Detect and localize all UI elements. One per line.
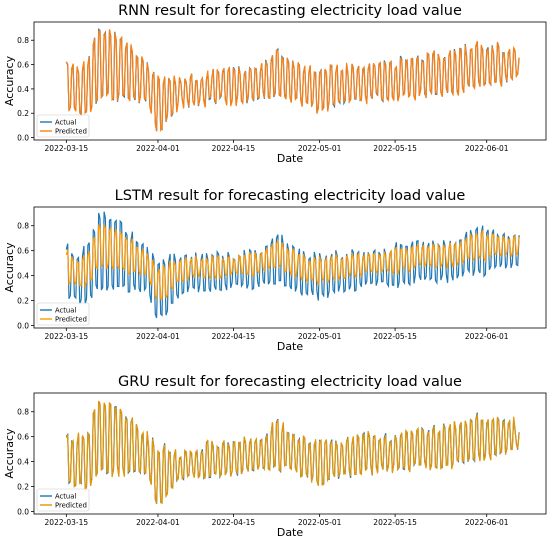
x-tick-label: 2022-04-15 [212,518,256,527]
plot-frame [33,21,547,141]
x-axis-label: Date [277,152,304,165]
y-tick-label: 0.6 [17,61,29,70]
chart-title: LSTM result for forecasting electricity … [115,188,466,204]
legend-label: Predicted [55,128,87,136]
x-tick-label: 2022-03-15 [45,518,89,527]
legend-label: Actual [55,119,76,127]
x-tick-label: 2022-03-15 [45,332,89,341]
legend-label: Predicted [55,502,87,510]
legend-label: Actual [55,493,76,501]
y-tick-label: 0.2 [17,109,29,118]
y-tick-label: 0.8 [17,408,29,417]
y-axis-label: Accuracy [3,428,16,479]
chart-panel-0: RNN result for forecasting electricity l… [3,3,547,165]
y-tick-label: 0.8 [17,222,29,231]
series-line-actual [65,211,520,319]
x-tick-label: 2022-04-15 [212,144,256,153]
legend-label: Predicted [55,316,87,324]
series-line-predicted [65,400,520,504]
y-tick-label: 0.0 [17,322,29,331]
chart-panel-2: GRU result for forecasting electricity l… [3,374,547,539]
x-tick-label: 2022-04-01 [136,332,180,341]
y-tick-label: 0.6 [17,247,29,256]
y-axis-label: Accuracy [3,242,16,293]
series-line-predicted [65,29,520,133]
y-tick-label: 0.4 [17,272,29,281]
legend-label: Actual [55,307,76,315]
y-tick-label: 0.8 [17,36,29,45]
x-tick-label: 2022-05-01 [298,144,342,153]
y-tick-label: 0.2 [17,297,29,306]
x-tick-label: 2022-05-15 [373,518,417,527]
y-tick-label: 0.6 [17,433,29,442]
x-tick-label: 2022-06-01 [465,144,509,153]
chart-title: GRU result for forecasting electricity l… [118,374,462,390]
x-tick-label: 2022-05-01 [298,332,342,341]
x-axis-label: Date [277,526,304,539]
y-tick-label: 0.4 [17,458,29,467]
y-tick-label: 0.4 [17,85,29,94]
series-line-predicted [65,224,520,301]
y-tick-label: 0.2 [17,483,29,492]
y-tick-label: 0.0 [17,508,29,517]
x-tick-label: 2022-06-01 [465,332,509,341]
x-tick-label: 2022-03-15 [45,144,89,153]
x-tick-label: 2022-06-01 [465,518,509,527]
plot-frame [33,206,547,329]
x-tick-label: 2022-04-01 [136,518,180,527]
chart-title: RNN result for forecasting electricity l… [118,3,462,19]
x-tick-label: 2022-05-01 [298,518,342,527]
y-axis-label: Accuracy [3,55,16,106]
x-tick-label: 2022-04-01 [136,144,180,153]
x-tick-label: 2022-05-15 [373,144,417,153]
x-axis-label: Date [277,340,304,353]
x-tick-label: 2022-04-15 [212,332,256,341]
plot-frame [33,392,547,515]
y-tick-label: 0.0 [17,134,29,143]
chart-panel-1: LSTM result for forecasting electricity … [3,188,547,353]
x-tick-label: 2022-05-15 [373,332,417,341]
